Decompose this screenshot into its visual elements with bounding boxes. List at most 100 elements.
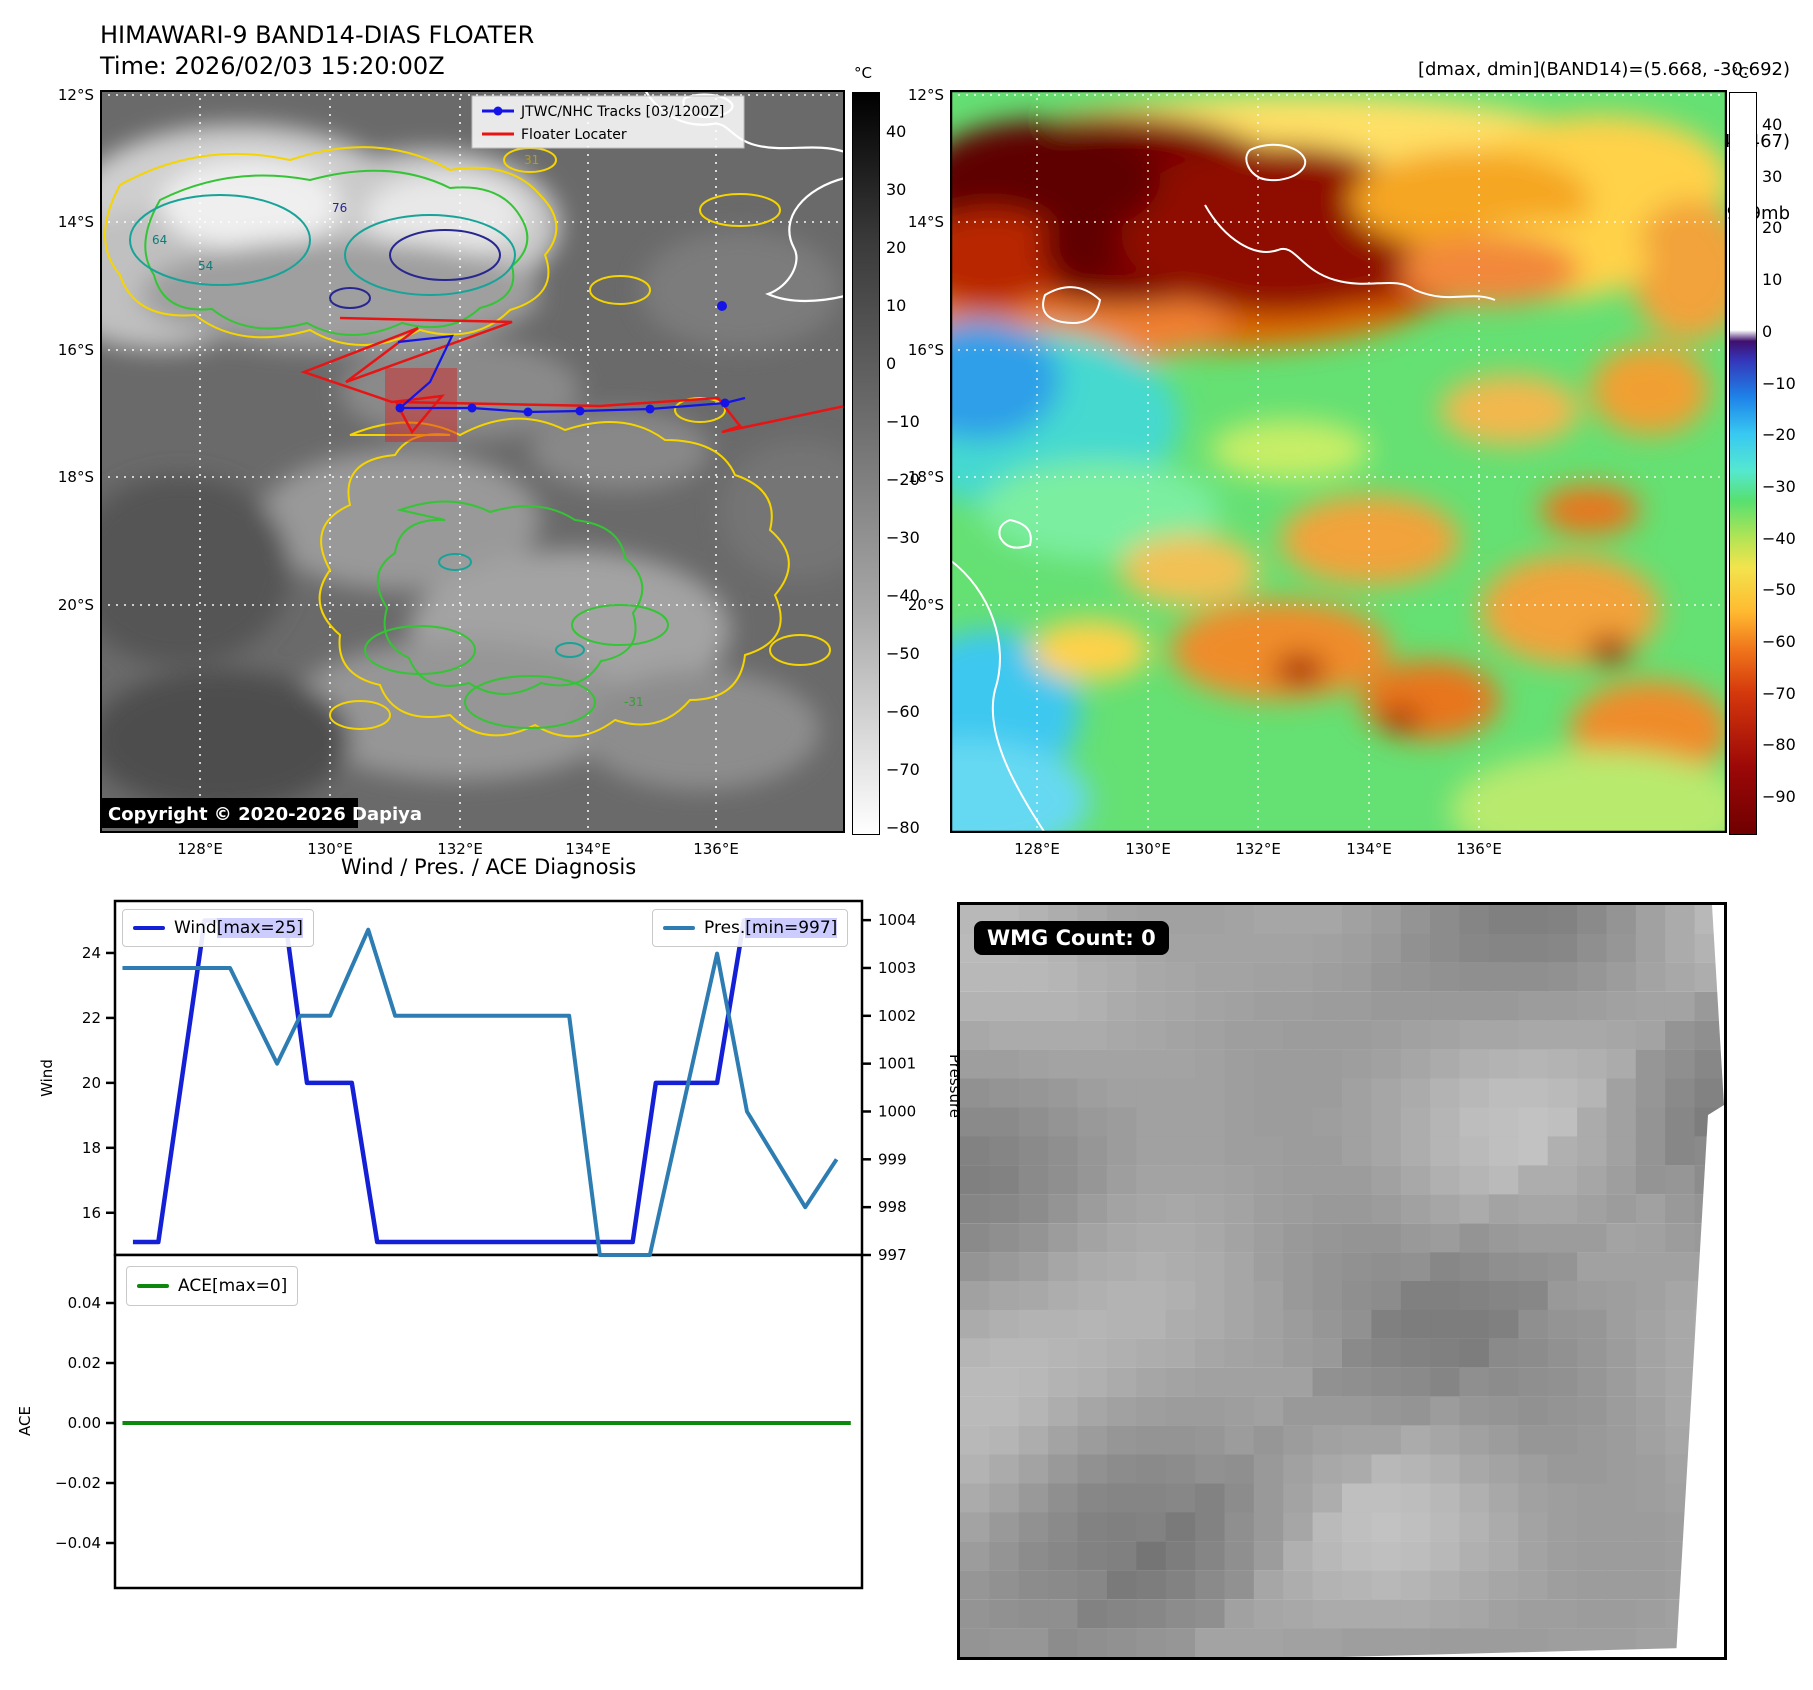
band14-colorbar-tick: −50 (886, 644, 920, 663)
band14-colorbar-tick: −40 (886, 586, 920, 605)
right-map-lon-label: 132°E (1235, 840, 1281, 858)
awv-colorbar-tick: −60 (1762, 632, 1796, 651)
band14-colorbar-tick: 30 (886, 180, 907, 199)
awv-colorbar-tick: −10 (1762, 373, 1796, 393)
wind-ytick: 16 (82, 1204, 101, 1222)
left-map-lon-label: 130°E (307, 840, 353, 858)
wind-ytick: 18 (82, 1139, 101, 1157)
left-map-lat-label: 18°S (57, 468, 94, 486)
ace-ytick: 0.00 (68, 1414, 101, 1432)
legend-jtwc-label: JTWC/NHC Tracks [03/1200Z] (520, 104, 724, 120)
ace-legend-label: ACE[max=0] (178, 1276, 288, 1296)
awv-colorbar-tick: 20 (1762, 218, 1783, 238)
awv-colorbar-tick: 30 (1762, 166, 1783, 186)
awv-colorbar-tick: −90 (1762, 787, 1796, 807)
pres-ytick: 1004 (878, 911, 916, 929)
right-map-lat-label: 18°S (907, 468, 944, 486)
ace-ylabel: ACE (16, 1406, 34, 1436)
left-map-lon-label: 132°E (437, 840, 483, 858)
image-edge-gap (1340, 1647, 1724, 1657)
contour-label: -31 (624, 695, 644, 709)
left-map-lon-label: 128°E (177, 840, 223, 858)
dmax-dmin-band14: [dmax, dmin](BAND14)=(5.668, -30.692) (1417, 59, 1790, 80)
band14-colorbar-tick: −60 (886, 702, 920, 721)
diagnosis-chart-title: Wind / Pres. / ACE Diagnosis (340, 855, 637, 879)
awv-colorbar-tick: −30 (1762, 476, 1796, 496)
left-map-title: HIMAWARI-9 BAND14-DIAS FLOATER Time: 202… (100, 20, 534, 82)
wind-series-line (132, 918, 837, 1245)
right-map-lat-label: 12°S (907, 86, 944, 104)
left-map-title-line2: Time: 2026/02/03 15:20:00Z (100, 52, 445, 80)
awv-colorbar-tick: 0 (1762, 321, 1773, 341)
ir-contours (104, 146, 831, 738)
left-map-lat-label: 16°S (57, 341, 94, 359)
band14-satellite-map: 64 76 54 31 -31 (100, 90, 845, 833)
awv-field (950, 95, 1727, 833)
contour-label: 76 (332, 201, 347, 215)
awv-colorbar-tick: 10 (1762, 270, 1783, 290)
contour-value-labels: 64 76 54 31 -31 (152, 153, 644, 709)
pres-ytick: 997 (878, 1246, 907, 1264)
jtwc-track (395, 301, 746, 417)
wind-ytick: 24 (82, 944, 101, 962)
awv-colorbar-tick: −20 (1762, 425, 1796, 445)
band14-colorbar-tick: −20 (886, 470, 920, 489)
pres-legend-label: Pres.[min=997] (704, 918, 838, 938)
pres-ytick: 1001 (878, 1055, 916, 1073)
image-edge-gap (1676, 1105, 1724, 1657)
pres-ytick: 1002 (878, 1007, 916, 1025)
band14-colorbar-tick: −30 (886, 528, 920, 547)
right-map-lat-label: 14°S (907, 213, 944, 231)
right-map-lon-label: 130°E (1125, 840, 1171, 858)
pres-legend: Pres.[min=997] (652, 909, 849, 947)
awv-colorbar-tick: −70 (1762, 683, 1796, 703)
image-edge-gap (1712, 905, 1724, 1105)
wind-legend-label: Wind[max=25] (174, 918, 303, 938)
band14-colorbar-tick: 0 (886, 354, 897, 373)
wmg-count-badge: WMG Count: 0 (974, 921, 1169, 955)
band14-colorbar-tick: 10 (886, 296, 907, 315)
left-map-lat-label: 14°S (57, 213, 94, 231)
map-legend: JTWC/NHC Tracks [03/1200Z] Floater Locat… (471, 95, 745, 149)
ace-legend: ACE[max=0] (126, 1266, 299, 1306)
awv-colorbar-unit: °C (1731, 64, 1749, 82)
wind-legend: Wind[max=25] (122, 909, 314, 947)
awv-colorbar (1729, 92, 1757, 835)
pres-series-line (122, 927, 839, 1257)
awv-colorbar-tick: 40 (1762, 115, 1783, 134)
legend-floater-label: Floater Locater (521, 127, 627, 143)
cloud-field (100, 125, 845, 810)
pres-line-icon (663, 926, 695, 930)
wind-ylabel: Wind (38, 1059, 56, 1097)
awv-colorbar-tick: −80 (1762, 735, 1796, 755)
wind-pres-ace-chart: 24 22 20 18 16 1004 1003 1002 1001 1000 999 998 997 0… (16, 899, 964, 1590)
right-map-lat-label: 16°S (907, 341, 944, 359)
contour-label: 64 (152, 233, 167, 247)
copyright-text: Copyright © 2020-2026 Dapiya (108, 804, 422, 825)
right-map-lat-label: 20°S (907, 596, 944, 614)
track-marker-icon (493, 106, 503, 116)
pres-ytick: 998 (878, 1198, 907, 1216)
contour-label: 54 (198, 259, 213, 273)
awv-enhanced-map (950, 90, 1727, 833)
wind-pres-axes (113, 899, 864, 1257)
band14-colorbar (852, 92, 880, 835)
band14-colorbar-tick: −70 (886, 760, 920, 779)
band14-colorbar-tick: 20 (886, 238, 907, 257)
left-map-lat-label: 20°S (57, 596, 94, 614)
wmg-microwave-image (960, 905, 1725, 1658)
contour-label: 31 (524, 153, 539, 167)
left-map-title-line1: HIMAWARI-9 BAND14-DIAS FLOATER (100, 21, 535, 49)
ace-ytick: 0.02 (68, 1354, 101, 1372)
band14-colorbar-tick: −80 (886, 818, 920, 837)
right-map-lon-label: 136°E (1456, 840, 1502, 858)
pres-ytick: 1003 (878, 959, 916, 977)
ace-line-icon (137, 1284, 169, 1288)
wind-line-icon (133, 926, 165, 930)
pres-ytick: 999 (878, 1150, 907, 1168)
coastline (950, 143, 1496, 833)
right-map-lon-label: 128°E (1014, 840, 1060, 858)
band14-colorbar-tick: 40 (886, 122, 907, 141)
awv-colorbar-tick: −50 (1762, 580, 1796, 600)
